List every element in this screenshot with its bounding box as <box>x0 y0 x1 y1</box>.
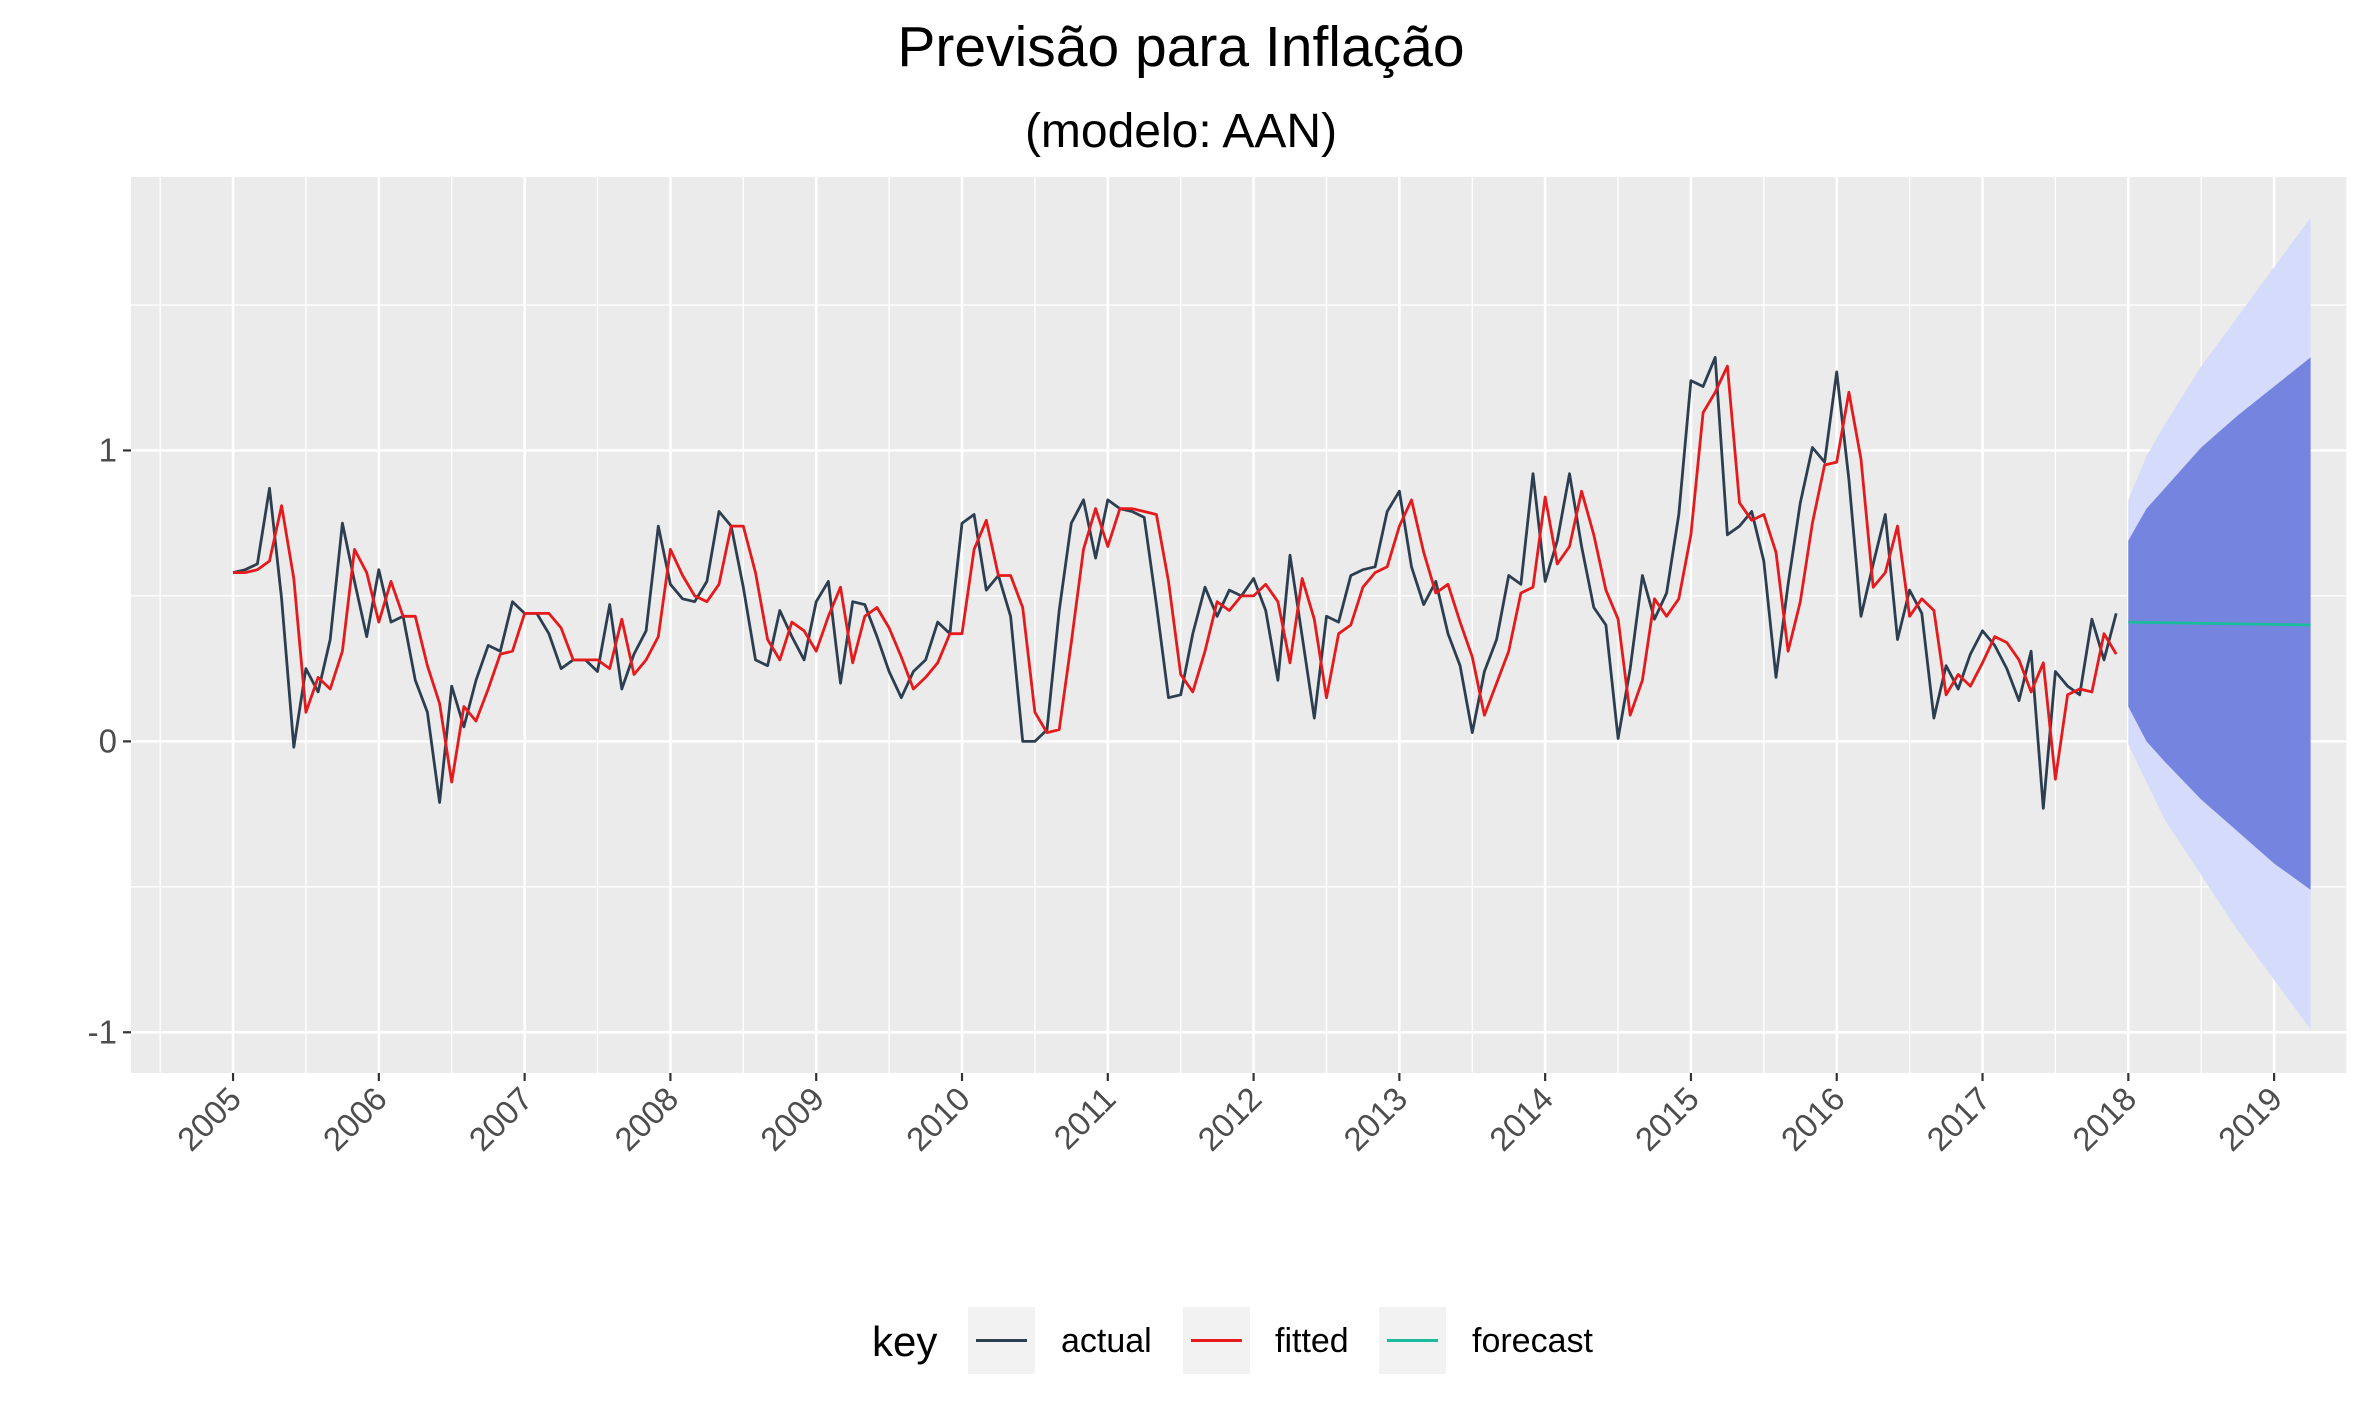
plot-panel <box>131 177 2347 1073</box>
y-tick-label: 1 <box>99 431 117 468</box>
x-tick-label: 2009 <box>753 1080 831 1158</box>
x-axis: 2005 2006 2007 2008 2009 2010 2011 2012 2013 2014… <box>170 1073 2289 1158</box>
x-tick-label: 2006 <box>316 1080 394 1158</box>
legend-label-fitted: fitted <box>1275 1322 1349 1360</box>
legend-label-actual: actual <box>1061 1322 1152 1360</box>
y-tick-label: -1 <box>88 1013 117 1050</box>
y-tick-label: 0 <box>99 722 117 759</box>
series-lines <box>232 355 2311 810</box>
legend-title: key <box>872 1318 937 1365</box>
y-axis: -1 0 1 <box>88 431 131 1050</box>
x-tick-label: 2015 <box>1628 1080 1706 1158</box>
x-tick-label: 2017 <box>1919 1080 1997 1158</box>
series-line-actual <box>232 355 2118 810</box>
x-tick-label: 2011 <box>1046 1080 1122 1156</box>
x-tick-label: 2018 <box>2065 1080 2143 1158</box>
chart-title: Previsão para Inflação <box>897 15 1464 79</box>
series-line-fitted <box>233 364 2118 784</box>
chart-subtitle: (modelo: AAN) <box>1025 105 1337 158</box>
series-line-forecast <box>2128 620 2311 627</box>
x-tick-label: 2005 <box>170 1080 248 1158</box>
x-tick-label: 2007 <box>462 1080 540 1158</box>
legend: key actual fitted forecast <box>872 1307 1593 1374</box>
x-tick-label: 2008 <box>607 1080 685 1158</box>
x-tick-label: 2012 <box>1190 1080 1268 1158</box>
x-tick-label: 2013 <box>1336 1080 1414 1158</box>
x-tick-label: 2016 <box>1774 1080 1852 1158</box>
x-tick-label: 2010 <box>899 1080 977 1158</box>
legend-label-forecast: forecast <box>1472 1322 1593 1360</box>
x-tick-label: 2019 <box>2211 1080 2289 1158</box>
x-tick-label: 2014 <box>1482 1080 1560 1158</box>
